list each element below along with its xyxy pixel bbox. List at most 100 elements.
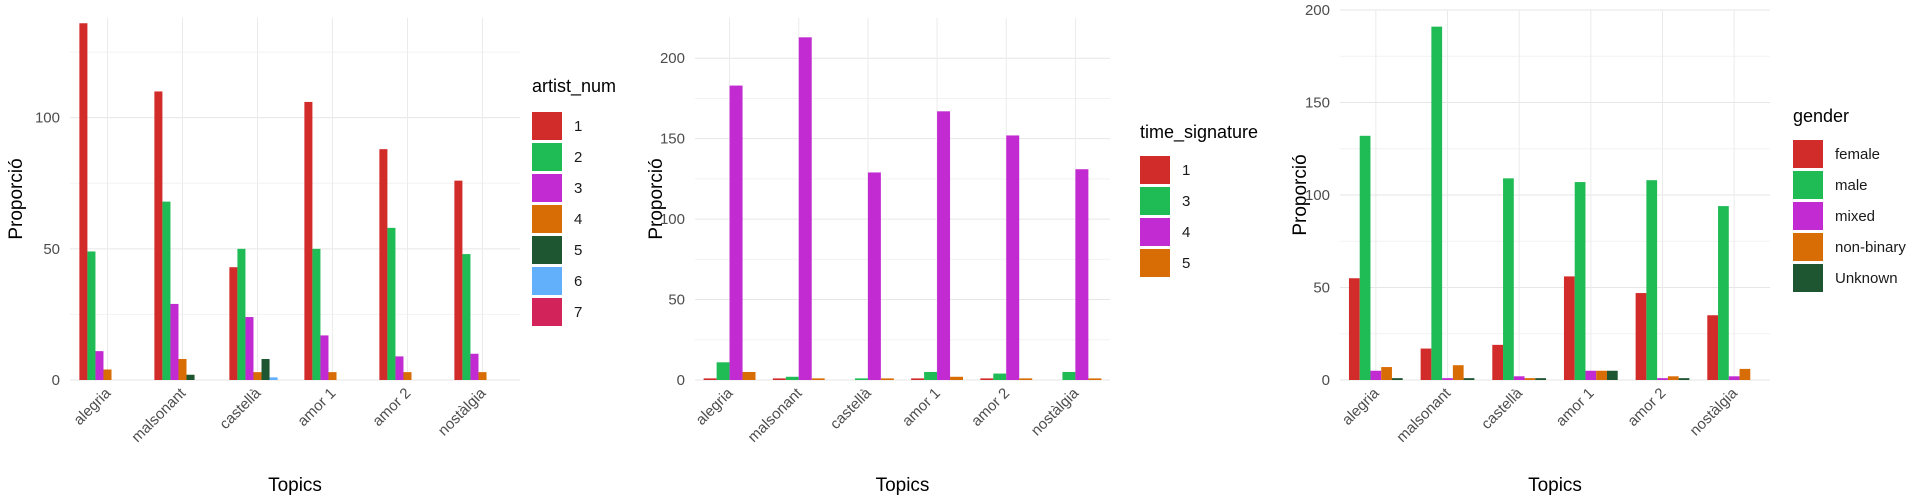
x-tick-label: amor 2 [1624,385,1669,430]
bar-mixed-amor-2 [1657,378,1668,380]
bar-4-amor-1 [328,372,337,380]
legend-label-1: 1 [574,118,582,135]
legend-label-7: 7 [574,304,582,321]
y-axis-title: Proporció [646,158,667,239]
x-tick-label: amor 2 [968,385,1013,430]
bar-5-amor-2 [1019,378,1033,380]
y-tick-label: 0 [677,372,685,389]
legend-key-4 [1140,218,1170,246]
legend-title: gender [1793,106,1849,126]
bar-unknown-malsonant [1463,378,1475,380]
bar-2-malsonant [162,201,171,380]
y-tick-label: 0 [1322,372,1330,389]
bar-3-amor-2 [395,356,404,380]
bar-male-nostalgia [1718,206,1729,380]
legend-label-male: male [1835,177,1868,194]
legend-label-4: 4 [1182,224,1190,241]
legend-key-non-binary [1793,233,1823,261]
bar-3-castella [854,378,868,380]
bar-4-nostalgia [1075,169,1089,380]
x-tick-label: castellà [827,384,875,432]
legend-label-mixed: mixed [1835,208,1875,225]
y-tick-label: 200 [660,50,685,67]
y-tick-label: 0 [52,372,60,389]
legend-key-1 [532,112,562,140]
bar-4-alegria [103,369,112,380]
bar-5-malsonant [811,378,825,380]
bar-5-castella [261,359,270,380]
bar-4-nostalgia [478,372,487,380]
bar-unknown-amor-1 [1606,370,1618,380]
bar-4-castella [253,372,262,380]
bar-4-amor-1 [937,111,951,380]
y-tick-label: 150 [1305,95,1330,112]
legend-label-5: 5 [1182,255,1190,272]
legend-key-4 [532,205,562,233]
bar-non-binary-amor-2 [1667,376,1679,380]
bar-3-alegria [95,351,104,380]
bar-1-amor-1 [911,378,925,380]
x-tick-label: nostàlgia [1687,384,1742,439]
bar-male-malsonant [1431,26,1443,381]
bar-mixed-castella [1513,376,1525,380]
bar-1-amor-2 [980,378,994,380]
bar-4-amor-2 [403,372,412,380]
x-tick-label: malsonant [1393,384,1455,446]
x-axis-title: Topics [268,475,322,496]
chart-panel-gender: 0 50 100 150 200 alegria malsonant castellà amor… [1290,2,1906,496]
bar-3-nostalgia [1062,371,1076,380]
x-axis-title: Topics [876,475,930,496]
bar-3-alegria [716,362,730,380]
bar-5-amor-1 [950,376,964,380]
bar-1-malsonant [154,91,163,380]
bar-5-nostalgia [1088,378,1102,380]
legend-key-mixed [1793,202,1823,230]
bar-unknown-castella [1535,378,1547,380]
bar-5-castella [880,378,894,380]
legend-label-6: 6 [574,273,582,290]
bar-2-castella [237,248,246,380]
bar-4-castella [867,172,881,380]
bar-2-amor-2 [387,227,396,380]
legend-title: time_signature [1140,122,1258,143]
bar-female-alegria [1348,278,1360,380]
legend-key-5 [532,236,562,264]
y-axis-title: Proporció [6,158,27,239]
legend-label-5: 5 [574,242,582,259]
bar-female-amor-1 [1563,276,1575,380]
legend-label-non-binary: non-binary [1835,239,1906,256]
bar-3-castella [245,317,254,380]
bar-4-malsonant [798,37,812,380]
y-tick-label: 100 [1305,187,1330,204]
y-tick-label: 50 [668,292,685,309]
bar-non-binary-alegria [1381,367,1392,380]
x-tick-label: nostàlgia [435,384,490,439]
y-tick-label: 50 [43,241,60,258]
bar-male-amor-2 [1646,180,1658,380]
x-tick-label: alegria [693,384,737,428]
bar-2-nostalgia [462,254,471,380]
legend-key-2 [532,143,562,171]
x-tick-label: alegria [70,384,114,428]
legend-key-6 [532,267,562,295]
legend-label-3: 3 [574,180,582,197]
x-tick-label: malsonant [745,384,807,446]
bar-1-malsonant [772,378,786,380]
bar-non-binary-castella [1524,378,1536,380]
legend-label-1: 1 [1182,162,1190,179]
legend-key-5 [1140,249,1170,277]
legend-key-7 [532,298,562,326]
bar-female-amor-2 [1635,293,1647,380]
bar-male-amor-1 [1574,182,1586,380]
legend-label-4: 4 [574,211,582,228]
bar-3-amor-1 [924,371,938,380]
x-tick-label: amor 2 [369,385,414,430]
x-tick-label: malsonant [128,384,190,446]
bar-female-nostalgia [1707,315,1719,380]
bar-1-nostalgia [454,180,463,380]
bar-mixed-nostalgia [1728,376,1740,380]
bar-5-alegria [742,371,756,380]
x-tick-label: amor 1 [1553,385,1598,430]
bar-6-castella [269,377,278,380]
